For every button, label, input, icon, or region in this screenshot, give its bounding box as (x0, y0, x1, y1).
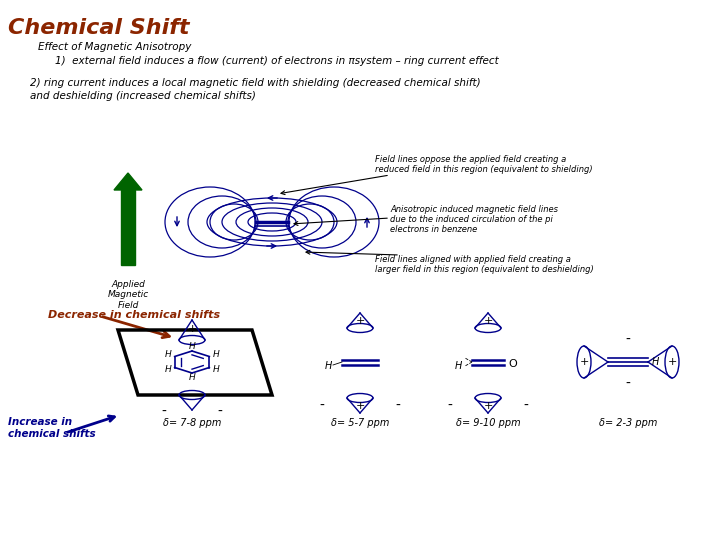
Text: H: H (324, 361, 332, 371)
Text: H: H (652, 357, 660, 367)
Text: -: - (161, 405, 166, 419)
Polygon shape (121, 190, 135, 265)
Text: O: O (508, 359, 517, 369)
Text: δ= 2-3 ppm: δ= 2-3 ppm (599, 418, 657, 428)
Text: -: - (626, 333, 631, 347)
Text: Field lines oppose the applied field creating a: Field lines oppose the applied field cre… (375, 155, 566, 164)
Text: Chemical Shift: Chemical Shift (8, 18, 189, 38)
Text: H: H (164, 365, 171, 374)
Text: δ= 7-8 ppm: δ= 7-8 ppm (163, 418, 221, 428)
Text: 2) ring current induces a local magnetic field with shielding (decreased chemica: 2) ring current induces a local magnetic… (30, 78, 481, 88)
Text: +: + (187, 324, 197, 334)
Text: +: + (355, 316, 365, 326)
Text: Increase in
chemical shifts: Increase in chemical shifts (8, 417, 96, 439)
Text: due to the induced circulation of the pi: due to the induced circulation of the pi (390, 215, 553, 224)
Text: H: H (164, 350, 171, 359)
Text: H: H (213, 350, 220, 359)
Text: -: - (217, 405, 222, 419)
Text: -: - (320, 399, 325, 413)
Text: Applied
Magnetic
Field: Applied Magnetic Field (107, 280, 148, 310)
Text: larger field in this region (equivalent to deshielding): larger field in this region (equivalent … (375, 265, 594, 274)
Text: H: H (454, 361, 462, 371)
Text: H: H (189, 373, 195, 382)
Text: and deshielding (increased chemical shifts): and deshielding (increased chemical shif… (30, 91, 256, 101)
Text: H: H (213, 365, 220, 374)
Text: +: + (483, 401, 492, 411)
Text: reduced field in this region (equivalent to shielding): reduced field in this region (equivalent… (375, 165, 593, 174)
Text: +: + (355, 401, 365, 411)
Text: Field lines aligned with applied field creating a: Field lines aligned with applied field c… (375, 255, 571, 264)
Text: Effect of Magnetic Anisotropy: Effect of Magnetic Anisotropy (38, 42, 192, 52)
Text: Decrease in chemical shifts: Decrease in chemical shifts (48, 310, 220, 320)
Polygon shape (114, 173, 142, 190)
Text: -: - (626, 377, 631, 391)
Text: -: - (395, 399, 400, 413)
Text: +: + (667, 357, 677, 367)
Text: -: - (448, 399, 452, 413)
Text: +: + (483, 316, 492, 326)
Text: δ= 9-10 ppm: δ= 9-10 ppm (456, 418, 521, 428)
Text: -: - (523, 399, 528, 413)
Text: +: + (580, 357, 589, 367)
Text: Anisotropic induced magnetic field lines: Anisotropic induced magnetic field lines (390, 205, 558, 214)
Text: δ= 5-7 ppm: δ= 5-7 ppm (330, 418, 390, 428)
Text: 1)  external field induces a flow (current) of electrons in πsystem – ring curre: 1) external field induces a flow (curren… (55, 56, 499, 66)
Text: H: H (189, 342, 195, 351)
Text: electrons in benzene: electrons in benzene (390, 225, 477, 234)
